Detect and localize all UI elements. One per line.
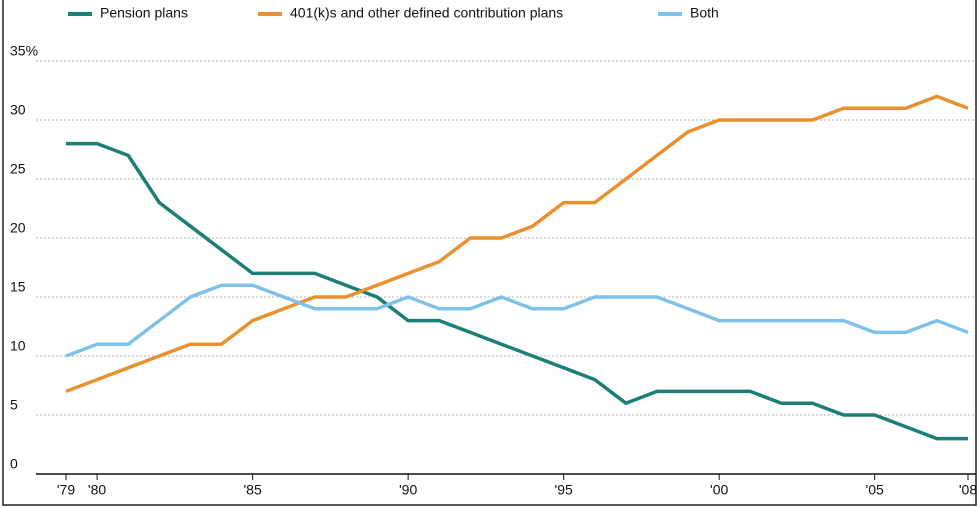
legend-label: Pension plans <box>100 5 188 21</box>
x-tick-label: '95 <box>555 482 573 498</box>
y-tick-label: 5 <box>10 397 18 413</box>
y-tick-label: 35% <box>10 43 38 59</box>
y-tick-label: 15 <box>10 279 26 295</box>
x-tick-label: '90 <box>399 482 417 498</box>
x-tick-label: '05 <box>866 482 884 498</box>
y-tick-label: 25 <box>10 161 26 177</box>
legend-label: 401(k)s and other defined contribution p… <box>290 5 563 21</box>
x-tick-label: '00 <box>710 482 728 498</box>
series-line <box>65 283 969 358</box>
series-line <box>65 94 969 394</box>
y-tick-label: 0 <box>10 456 18 472</box>
y-tick-label: 30 <box>10 102 26 118</box>
series-line <box>66 141 968 441</box>
y-tick-label: 10 <box>10 338 26 354</box>
x-tick-label: '85 <box>243 482 261 498</box>
x-tick-label: '79 <box>57 482 75 498</box>
legend-label: Both <box>690 5 719 21</box>
x-tick-label: '80 <box>88 482 106 498</box>
x-tick-label: '08 <box>959 482 977 498</box>
y-tick-label: 20 <box>10 220 26 236</box>
